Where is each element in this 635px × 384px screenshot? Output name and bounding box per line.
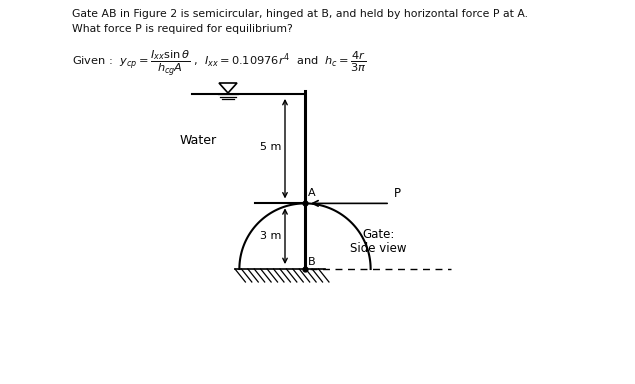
Text: 3 m: 3 m [260,231,281,241]
Text: A: A [308,189,316,199]
Text: Gate:: Gate: [363,228,395,241]
Text: Gate AB in Figure 2 is semicircular, hinged at B, and held by horizontal force P: Gate AB in Figure 2 is semicircular, hin… [72,9,528,19]
Text: Side view: Side view [351,242,407,255]
Text: B: B [308,257,316,267]
Text: Water: Water [180,134,217,147]
Text: What force P is required for equilibrium?: What force P is required for equilibrium… [72,24,293,34]
Text: Given :  $y_{cp} = \dfrac{I_{xx}\sin\theta}{h_{cg}A}$ ,  $I_{xx} = 0.10976r^4$  : Given : $y_{cp} = \dfrac{I_{xx}\sin\thet… [72,48,367,78]
Text: P: P [394,187,401,200]
Text: 5 m: 5 m [260,142,281,152]
